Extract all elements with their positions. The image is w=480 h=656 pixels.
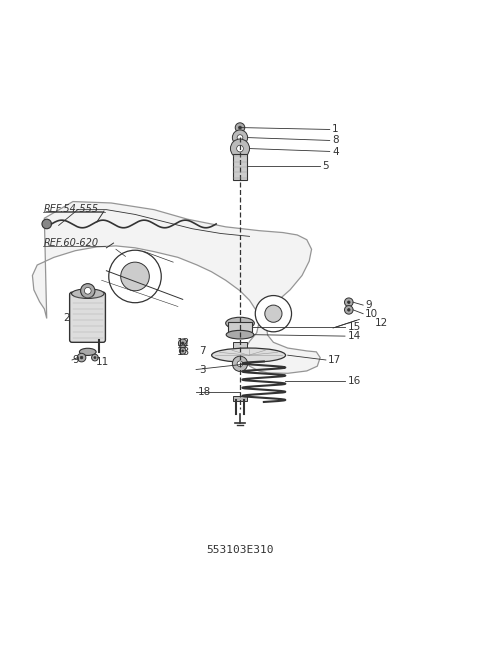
Circle shape [182, 350, 184, 352]
Circle shape [232, 356, 248, 371]
Text: 8: 8 [332, 135, 339, 146]
Circle shape [180, 348, 186, 354]
Text: 2: 2 [63, 314, 70, 323]
Text: 15: 15 [348, 322, 360, 332]
Circle shape [237, 361, 243, 367]
Text: 5: 5 [322, 161, 329, 171]
Text: 7: 7 [199, 346, 206, 356]
Circle shape [345, 298, 353, 306]
Circle shape [235, 123, 245, 133]
Text: 553103E310: 553103E310 [206, 544, 274, 555]
Text: 14: 14 [348, 331, 360, 341]
Circle shape [179, 339, 187, 348]
FancyBboxPatch shape [70, 292, 106, 342]
Text: 18: 18 [198, 388, 211, 398]
Circle shape [81, 283, 95, 298]
Text: 1: 1 [332, 125, 339, 134]
Circle shape [237, 145, 243, 152]
Circle shape [265, 305, 282, 322]
FancyBboxPatch shape [228, 322, 252, 332]
Ellipse shape [72, 289, 104, 298]
Circle shape [348, 308, 350, 311]
Circle shape [237, 134, 243, 140]
Text: 9: 9 [72, 355, 79, 365]
Text: 17: 17 [328, 355, 342, 365]
Text: 3: 3 [199, 365, 206, 375]
Circle shape [239, 126, 241, 129]
Circle shape [120, 262, 149, 291]
Text: 4: 4 [332, 147, 339, 157]
FancyBboxPatch shape [233, 396, 247, 401]
Circle shape [77, 354, 86, 362]
Text: 10: 10 [365, 309, 378, 319]
Ellipse shape [212, 348, 286, 362]
Circle shape [92, 354, 98, 361]
Circle shape [230, 139, 250, 158]
Text: REF.54-555: REF.54-555 [43, 204, 98, 214]
Circle shape [181, 342, 184, 344]
Text: 16: 16 [348, 377, 360, 386]
Text: REF.60-620: REF.60-620 [43, 238, 98, 248]
Circle shape [255, 296, 291, 332]
Circle shape [109, 250, 161, 302]
Ellipse shape [226, 318, 254, 329]
Ellipse shape [79, 348, 96, 356]
Text: 9: 9 [365, 300, 372, 310]
Circle shape [80, 356, 83, 359]
Ellipse shape [226, 331, 254, 339]
Circle shape [42, 219, 51, 229]
Text: 13: 13 [177, 347, 190, 357]
Text: 11: 11 [96, 357, 109, 367]
Circle shape [94, 357, 96, 359]
Circle shape [84, 287, 91, 294]
Polygon shape [33, 201, 320, 373]
Circle shape [345, 306, 353, 314]
FancyBboxPatch shape [233, 154, 247, 180]
Text: 12: 12 [374, 318, 388, 328]
Circle shape [348, 301, 350, 304]
Circle shape [232, 130, 248, 145]
Text: 12: 12 [177, 338, 190, 348]
FancyBboxPatch shape [233, 342, 247, 350]
